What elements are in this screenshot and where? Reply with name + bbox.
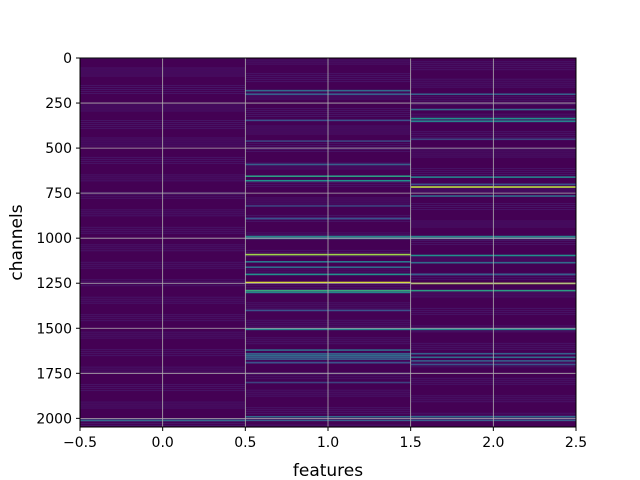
y-tick-label: 1500	[36, 321, 72, 337]
y-tick-label: 1750	[36, 366, 72, 382]
x-tick-label: 0.0	[152, 435, 174, 451]
x-tick-label: −0.5	[63, 435, 97, 451]
y-tick-label: 0	[63, 51, 72, 67]
x-tick-label: 0.5	[234, 435, 256, 451]
y-tick-label: 250	[45, 96, 72, 112]
y-tick-label: 1000	[36, 231, 72, 247]
y-tick-label: 500	[45, 141, 72, 157]
x-tick-label: 1.5	[400, 435, 422, 451]
y-axis-label: channels	[7, 204, 27, 280]
x-axis-label: features	[293, 461, 363, 480]
x-tick-label: 2.5	[565, 435, 587, 451]
y-tick-label: 1250	[36, 276, 72, 292]
y-tick-label: 750	[45, 186, 72, 202]
x-tick-label: 1.0	[317, 435, 339, 451]
y-axis: 0 250 500 750 1000 1250 1500 1750 2000	[36, 51, 80, 427]
y-tick-label: 2000	[36, 411, 72, 427]
x-axis: −0.5 0.0 0.5 1.0 1.5 2.0 2.5	[63, 427, 587, 451]
x-tick-label: 2.0	[482, 435, 504, 451]
